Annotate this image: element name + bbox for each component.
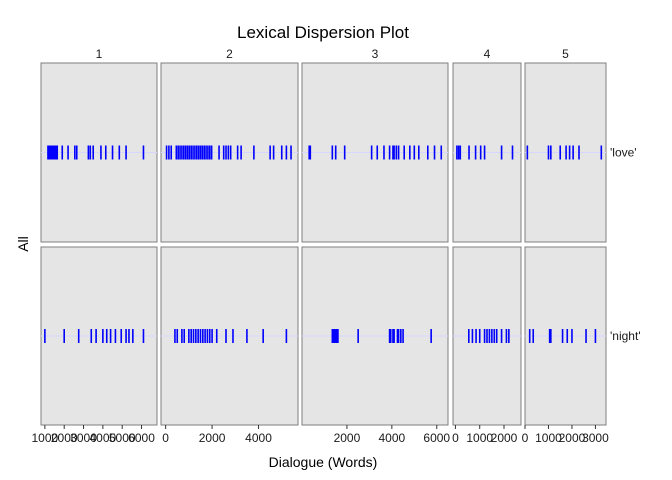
x-tick-label: 6000 [128, 431, 155, 445]
facet-label: 3 [372, 47, 379, 61]
x-tick-label: 4000 [90, 431, 117, 445]
x-tick-label: 2000 [199, 431, 226, 445]
x-tick-label: 0 [162, 431, 169, 445]
x-axis-title: Dialogue (Words) [269, 454, 378, 470]
chart-title: Lexical Dispersion Plot [237, 23, 409, 42]
x-tick-label: 3000 [582, 431, 609, 445]
facet-label: 1 [96, 47, 103, 61]
x-tick-label: 6000 [423, 431, 450, 445]
x-tick-label: 2000 [559, 431, 586, 445]
facet-label: 5 [562, 47, 569, 61]
x-tick-label: 1000 [466, 431, 493, 445]
x-tick-label: 2000 [491, 431, 518, 445]
y-axis-title: All [15, 236, 31, 252]
x-tick-label: 3000 [70, 431, 97, 445]
x-tick-label: 1000 [535, 431, 562, 445]
x-tick-label: 1000 [32, 431, 59, 445]
x-tick-label: 2000 [334, 431, 361, 445]
x-tick-label: 2000 [51, 431, 78, 445]
x-tick-label: 5000 [109, 431, 136, 445]
x-tick-label: 4000 [378, 431, 405, 445]
x-tick-label: 0 [522, 431, 529, 445]
facet-label: 4 [484, 47, 491, 61]
x-tick-label: 4000 [245, 431, 272, 445]
word-label: 'night' [610, 329, 641, 343]
facet-label: 2 [226, 47, 233, 61]
word-label: 'love' [610, 146, 637, 160]
x-tick-label: 0 [452, 431, 459, 445]
